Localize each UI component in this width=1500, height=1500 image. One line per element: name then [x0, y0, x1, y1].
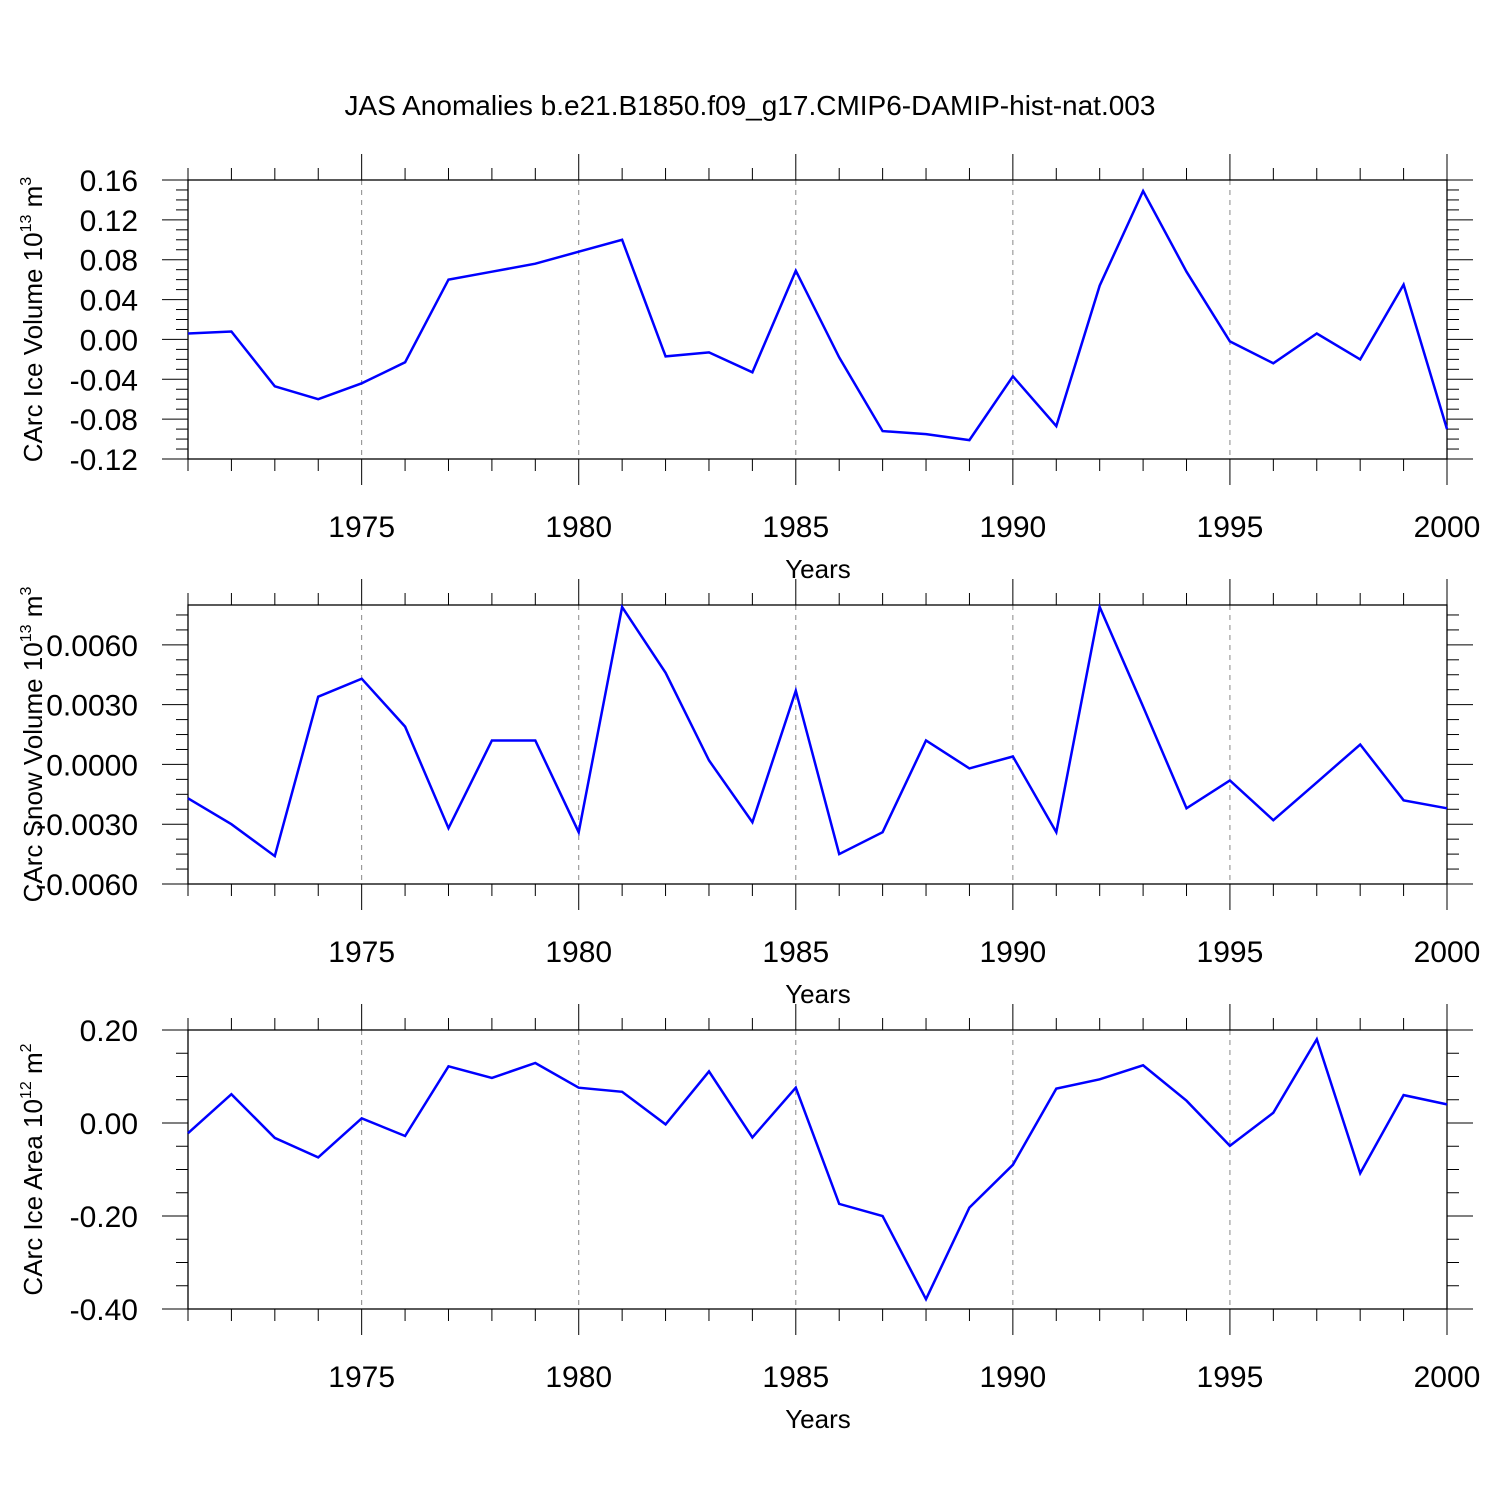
y-tick-label: -0.0060: [36, 869, 138, 902]
y-axis-label-unit-exponent: 2: [18, 1043, 35, 1052]
x-tick-label: 1985: [762, 936, 829, 969]
x-tick-label: 1980: [545, 936, 612, 969]
x-tick-label: 1995: [1197, 511, 1264, 544]
y-axis-label-exponent: 13: [18, 215, 35, 233]
y-tick-label: -0.12: [70, 444, 138, 477]
y-axis-label-unit: m: [18, 186, 48, 215]
y-axis-label-unit-exponent: 3: [18, 587, 35, 596]
chart-panel-3: -0.40 -0.20 0.00 0.20 1975 1980 1985 1990 1995 20…: [18, 1004, 1480, 1434]
y-tick-label: -0.04: [70, 364, 138, 397]
y-axis-label-unit-exponent: 3: [18, 177, 35, 186]
series-line: [187, 1036, 1448, 1303]
plot-frame: [187, 1029, 1448, 1310]
y-axis-label-unit: m: [18, 1052, 48, 1081]
x-tick-label: 1995: [1197, 936, 1264, 969]
y-tick-label: 0.08: [80, 245, 138, 278]
x-tick-label: 2000: [1414, 511, 1481, 544]
chart-panel-1: -0.12 -0.08 -0.04 0.00 0.04 0.08 0.12 0.16 1975 1…: [18, 154, 1480, 584]
x-tick-label: 1975: [328, 511, 395, 544]
chart-panels: -0.12 -0.08 -0.04 0.00 0.04 0.08 0.12 0.16 1975 1…: [18, 154, 1480, 1434]
x-tick-label: 1975: [328, 936, 395, 969]
x-tick-label: 1985: [762, 511, 829, 544]
y-tick-label: -0.0030: [36, 809, 138, 842]
y-tick-label: 0.04: [80, 285, 138, 318]
x-tick-label: 1980: [545, 511, 612, 544]
x-axis-label: Years: [785, 979, 851, 1009]
chart-panel-2: -0.0060 -0.0030 0.0000 0.0030 0.0060 1975 1980…: [18, 579, 1480, 1009]
y-axis-label-exponent: 12: [18, 1081, 35, 1099]
y-axis-label-unit: m: [18, 596, 48, 625]
x-tick-label: 1985: [762, 1361, 829, 1394]
y-axis-label-main: CArc Ice Area 10: [18, 1099, 48, 1296]
y-tick-label: 0.00: [80, 1108, 138, 1141]
y-tick-label: -0.40: [70, 1294, 138, 1327]
y-tick-label: 0.00: [80, 324, 138, 357]
y-tick-label: 0.16: [80, 165, 138, 198]
x-tick-label: 1980: [545, 1361, 612, 1394]
x-tick-label: 2000: [1414, 936, 1481, 969]
y-axis-label-main: CArc Ice Volume 10: [18, 232, 48, 462]
series-line: [187, 602, 1448, 859]
x-tick-label: 1995: [1197, 1361, 1264, 1394]
y-axis-label-main: CArc Snow Volume 10: [18, 642, 48, 902]
y-tick-label: 0.20: [80, 1015, 138, 1048]
y-axis-label: CArc Snow Volume 1013 m3: [18, 587, 48, 903]
y-tick-label: 0.0000: [46, 749, 138, 782]
x-axis-label: Years: [785, 554, 851, 584]
x-tick-label: 1990: [979, 1361, 1046, 1394]
y-axis-label: CArc Ice Volume 1013 m3: [18, 177, 48, 462]
x-tick-label: 1990: [979, 936, 1046, 969]
x-tick-label: 1975: [328, 1361, 395, 1394]
y-tick-label: -0.20: [70, 1201, 138, 1234]
figure-title: JAS Anomalies b.e21.B1850.f09_g17.CMIP6-…: [345, 90, 1156, 121]
x-axis-label: Years: [785, 1404, 851, 1434]
y-tick-label: 0.12: [80, 205, 138, 238]
series-line: [187, 188, 1449, 442]
y-axis-label: CArc Ice Area 1012 m2: [18, 1043, 48, 1295]
y-tick-label: -0.08: [70, 404, 138, 437]
plot-frame: [187, 179, 1448, 460]
y-axis-label-exponent: 13: [18, 624, 35, 642]
plot-frame: [187, 604, 1448, 885]
y-tick-label: 0.0030: [46, 690, 138, 723]
x-tick-label: 1990: [979, 511, 1046, 544]
x-tick-label: 2000: [1414, 1361, 1481, 1394]
y-tick-label: 0.0060: [46, 630, 138, 663]
